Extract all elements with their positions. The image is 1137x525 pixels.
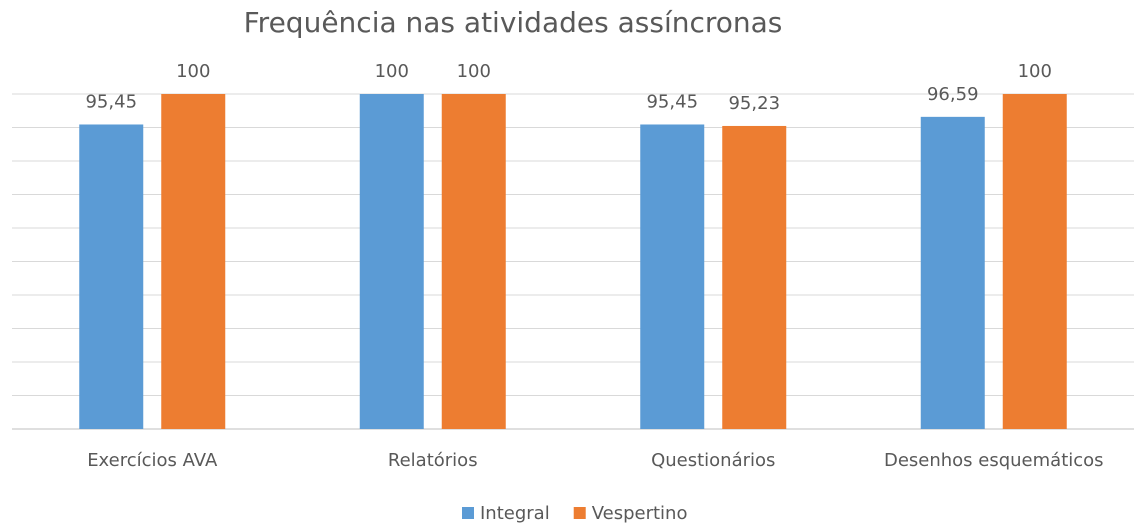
- value-label: 95,45: [85, 91, 137, 112]
- value-label: 95,23: [728, 93, 780, 114]
- bar: [1002, 94, 1067, 429]
- value-label: 96,59: [927, 84, 979, 105]
- bar: [161, 94, 226, 429]
- value-label: 95,45: [646, 91, 698, 112]
- value-label: 100: [1018, 61, 1052, 82]
- chart-title: Frequência nas atividades assíncronas: [244, 6, 783, 39]
- x-tick-label: Questionários: [651, 450, 775, 471]
- value-label: 100: [375, 61, 409, 82]
- bar: [79, 124, 144, 430]
- bar: [722, 125, 787, 430]
- bar: [359, 94, 424, 429]
- x-tick-label: Exercícios AVA: [87, 450, 218, 471]
- bar: [920, 116, 985, 430]
- bar: [640, 124, 705, 430]
- legend-swatch: [462, 507, 474, 519]
- legend-swatch: [573, 507, 586, 519]
- x-tick-label: Relatórios: [388, 450, 478, 471]
- legend-label: Vespertino: [592, 503, 688, 524]
- value-label: 100: [176, 61, 210, 82]
- bar: [441, 94, 506, 429]
- value-label: 100: [457, 61, 491, 82]
- legend-label: Integral: [480, 503, 550, 524]
- x-tick-label: Desenhos esquemáticos: [884, 450, 1104, 471]
